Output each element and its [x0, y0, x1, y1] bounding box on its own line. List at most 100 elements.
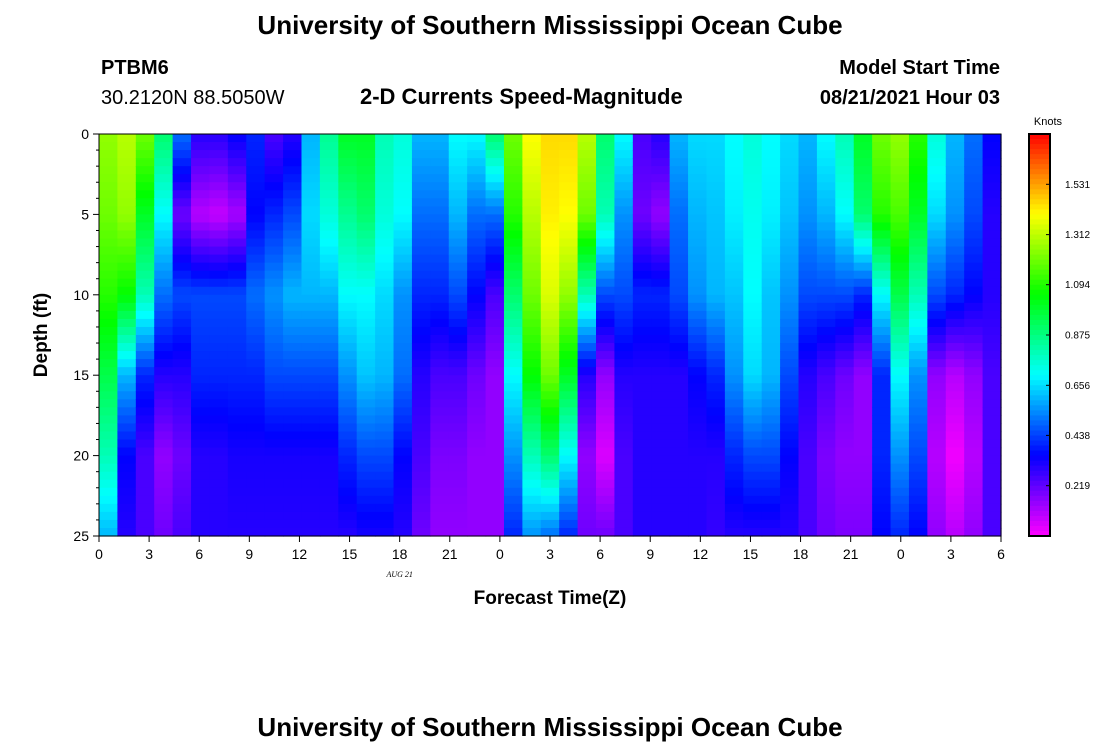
heatmap-cell	[135, 487, 155, 497]
heatmap-cell	[743, 439, 763, 449]
heatmap-cell	[540, 455, 560, 465]
heatmap-cell	[467, 294, 487, 304]
heatmap-cell	[503, 310, 523, 320]
heatmap-cell	[724, 326, 744, 336]
heatmap-cell	[614, 343, 634, 352]
heatmap-cell	[154, 423, 174, 433]
heatmap-cell	[559, 182, 579, 191]
heatmap-cell	[853, 359, 873, 368]
heatmap-cell	[227, 487, 247, 497]
heatmap-cell	[191, 423, 211, 433]
heatmap-cell	[172, 318, 192, 328]
heatmap-cell	[724, 318, 744, 328]
heatmap-cell	[596, 302, 616, 312]
heatmap-cell	[724, 150, 744, 159]
heatmap-cell	[467, 439, 487, 449]
heatmap-cell	[503, 471, 523, 481]
heatmap-cell	[283, 206, 303, 215]
heatmap-cell	[706, 246, 726, 256]
heatmap-cell	[669, 343, 689, 352]
heatmap-cell	[430, 246, 450, 256]
heatmap-cell	[301, 359, 321, 368]
heatmap-cell	[982, 399, 1002, 408]
heatmap-cell	[853, 335, 873, 344]
heatmap-cell	[319, 487, 339, 497]
heatmap-cell	[853, 294, 873, 304]
heatmap-cell	[798, 318, 818, 328]
heatmap-cell	[99, 503, 119, 513]
heatmap-cell	[117, 415, 137, 425]
heatmap-cell	[743, 326, 763, 336]
heatmap-cell	[338, 351, 358, 360]
heatmap-cell	[99, 519, 119, 529]
heatmap-cell	[835, 142, 855, 151]
heatmap-cell	[135, 447, 155, 457]
heatmap-cell	[522, 399, 542, 408]
heatmap-cell	[117, 335, 137, 344]
heatmap-cell	[430, 262, 450, 272]
heatmap-cell	[651, 246, 671, 256]
heatmap-cell	[872, 399, 892, 408]
heatmap-cell	[411, 519, 431, 529]
heatmap-cell	[283, 383, 303, 392]
heatmap-cell	[338, 270, 358, 280]
heatmap-cell	[835, 150, 855, 159]
heatmap-cell	[393, 423, 413, 433]
heatmap-cell	[467, 326, 487, 336]
heatmap-cell	[246, 375, 266, 384]
heatmap-cell	[706, 351, 726, 360]
colorbar-segment	[1029, 229, 1050, 236]
heatmap-cell	[688, 246, 708, 256]
heatmap-cell	[945, 206, 965, 215]
heatmap-cell	[485, 286, 505, 296]
heatmap-cell	[890, 455, 910, 465]
heatmap-cell	[393, 455, 413, 465]
heatmap-cell	[614, 351, 634, 360]
heatmap-cell	[688, 455, 708, 465]
heatmap-cell	[135, 206, 155, 215]
heatmap-cell	[669, 158, 689, 167]
heatmap-cell	[982, 294, 1002, 304]
heatmap-cell	[356, 270, 376, 280]
heatmap-cell	[411, 310, 431, 320]
heatmap-cell	[338, 182, 358, 191]
heatmap-cell	[227, 142, 247, 151]
heatmap-cell	[780, 439, 800, 449]
heatmap-cell	[596, 359, 616, 368]
heatmap-cell	[908, 447, 928, 457]
heatmap-cell	[780, 431, 800, 441]
heatmap-cell	[596, 431, 616, 441]
heatmap-cell	[209, 158, 229, 167]
heatmap-cell	[908, 214, 928, 224]
colorbar-segment	[1029, 355, 1050, 361]
heatmap-cell	[927, 262, 947, 272]
heatmap-cell	[301, 479, 321, 489]
heatmap-cell	[853, 318, 873, 328]
heatmap-cell	[651, 166, 671, 175]
heatmap-cell	[651, 174, 671, 183]
heatmap-cell	[816, 182, 836, 191]
heatmap-cell	[319, 359, 339, 368]
heatmap-cell	[614, 439, 634, 449]
heatmap-cell	[264, 375, 284, 384]
heatmap-cell	[761, 166, 781, 175]
heatmap-cell	[375, 142, 395, 151]
heatmap-cell	[780, 527, 800, 537]
heatmap-cell	[191, 415, 211, 425]
heatmap-cell	[927, 439, 947, 449]
heatmap-cell	[246, 310, 266, 320]
heatmap-cell	[853, 326, 873, 336]
heatmap-cell	[540, 182, 560, 191]
heatmap-cell	[154, 206, 174, 215]
heatmap-cell	[522, 302, 542, 312]
heatmap-cell	[596, 158, 616, 167]
heatmap-cell	[522, 310, 542, 320]
heatmap-cell	[154, 278, 174, 288]
colorbar-segment	[1029, 289, 1050, 296]
heatmap-cell	[614, 407, 634, 416]
heatmap-cell	[559, 359, 579, 368]
heatmap-cell	[743, 471, 763, 481]
heatmap-cell	[191, 431, 211, 441]
heatmap-cell	[835, 455, 855, 465]
heatmap-cell	[540, 214, 560, 224]
